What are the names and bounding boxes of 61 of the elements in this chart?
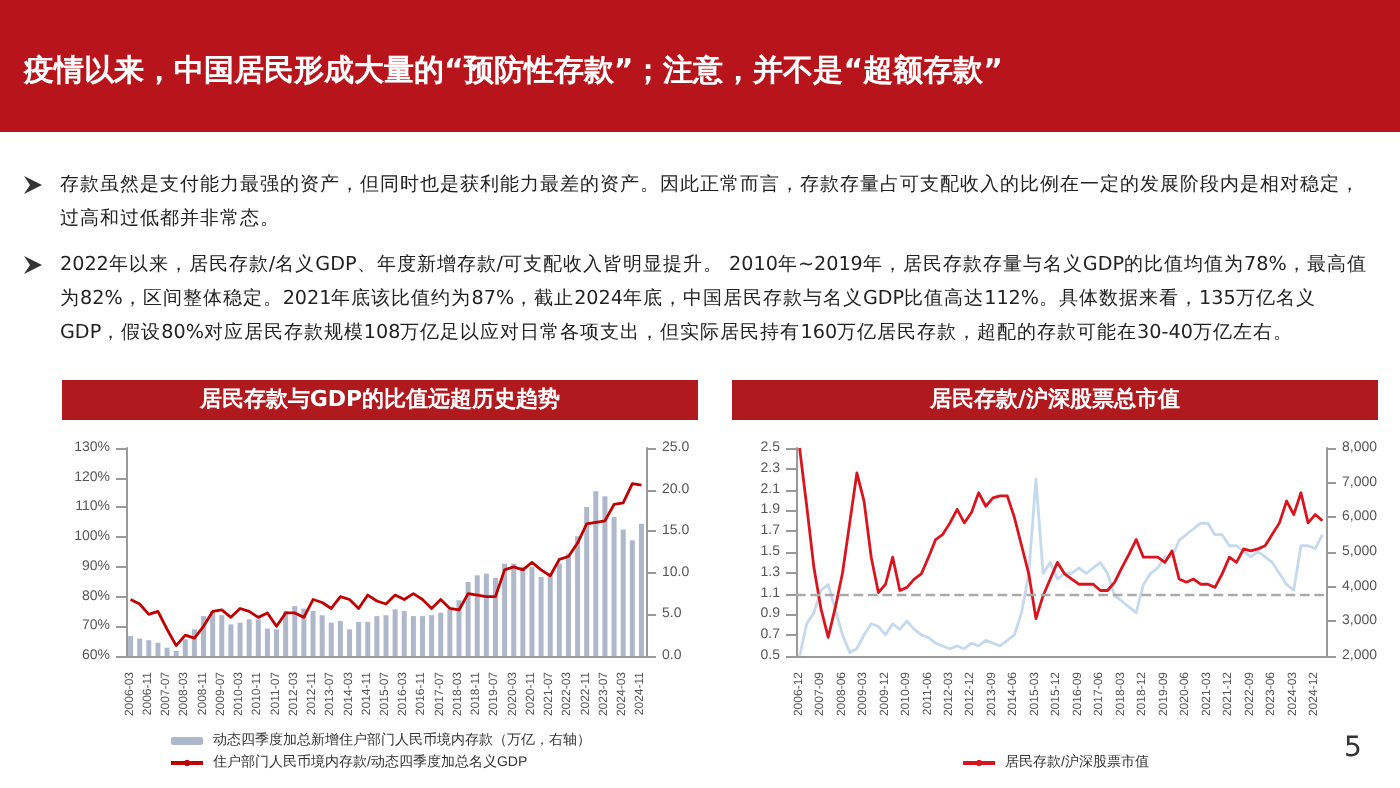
bar <box>310 611 316 656</box>
line-series <box>129 482 643 647</box>
text: 疫情以来，中国居民形成大量的“预防性存款”；注意，并不是“超额存款” <box>24 52 1003 90</box>
bar <box>274 629 280 656</box>
bar <box>483 573 489 656</box>
bar <box>219 615 225 656</box>
bar <box>465 581 471 656</box>
bar <box>164 647 170 656</box>
bar <box>611 517 617 656</box>
bar <box>383 615 389 656</box>
bar <box>447 609 453 656</box>
bar <box>602 496 608 656</box>
bar <box>593 491 599 656</box>
bar <box>492 577 498 656</box>
bar <box>419 616 425 656</box>
bar <box>556 563 562 656</box>
bar <box>255 619 261 656</box>
chart-title: 居民存款/沪深股票总市值 <box>732 380 1378 420</box>
bar <box>511 563 517 656</box>
bar <box>283 611 289 656</box>
text: 5 <box>1344 732 1362 764</box>
bar <box>620 529 626 656</box>
bar <box>228 624 234 656</box>
bar <box>365 621 371 656</box>
bar <box>292 606 298 656</box>
bar <box>356 621 362 656</box>
bar <box>210 611 216 656</box>
bar <box>137 638 143 656</box>
bar <box>638 523 644 656</box>
bar <box>128 636 134 656</box>
bar <box>429 615 435 656</box>
bar <box>155 642 161 656</box>
bar <box>392 609 398 656</box>
bar <box>547 573 553 656</box>
bar <box>146 640 152 656</box>
bar <box>438 612 444 656</box>
bar <box>502 563 508 656</box>
bar <box>410 616 416 656</box>
bar <box>629 540 635 656</box>
bar <box>584 507 590 656</box>
bar <box>456 600 462 656</box>
bar <box>347 629 353 656</box>
bar <box>319 615 325 656</box>
bar <box>474 575 480 656</box>
bar <box>264 628 270 656</box>
bar <box>246 619 252 656</box>
chart-title: 居民存款与GDP的比值远超历史趋势 <box>62 380 698 420</box>
bar <box>529 566 535 656</box>
bar <box>237 622 243 656</box>
bar <box>182 639 188 656</box>
bar <box>328 622 334 656</box>
bar <box>538 576 544 656</box>
bar <box>565 553 571 656</box>
bar <box>520 566 526 656</box>
bar <box>401 611 407 656</box>
bar <box>575 536 581 656</box>
bar <box>374 616 380 656</box>
text: 存款虽然是支付能力最强的资产，但同时也是获利能力最差的资产。因此正常而言，存款存量占可支配收入的比例在一定的发展阶段内是相对稳定，过高和过低都并非常态。 <box>60 174 1360 230</box>
line-series <box>798 446 1324 639</box>
text: 2022年以来，居民存款/名义GDP、年度新增存款/可支配收入皆明显提升。 2010年~2019年，居民存款存量与名义GDP的比值均值为78%，最高值为82%，区间整体稳定。2021年底该比值约为87%，截止2024年底，中国居民存款与名义GDP比值高达112%。具体数据来看，135万亿名义GDP，假设80%对应居民存款规模108万亿足以应对日常各项支出，但实际居民持有160万亿居民存款，超配的存款可能在30-40万亿左右。 <box>60 254 1367 344</box>
bar <box>337 621 343 656</box>
